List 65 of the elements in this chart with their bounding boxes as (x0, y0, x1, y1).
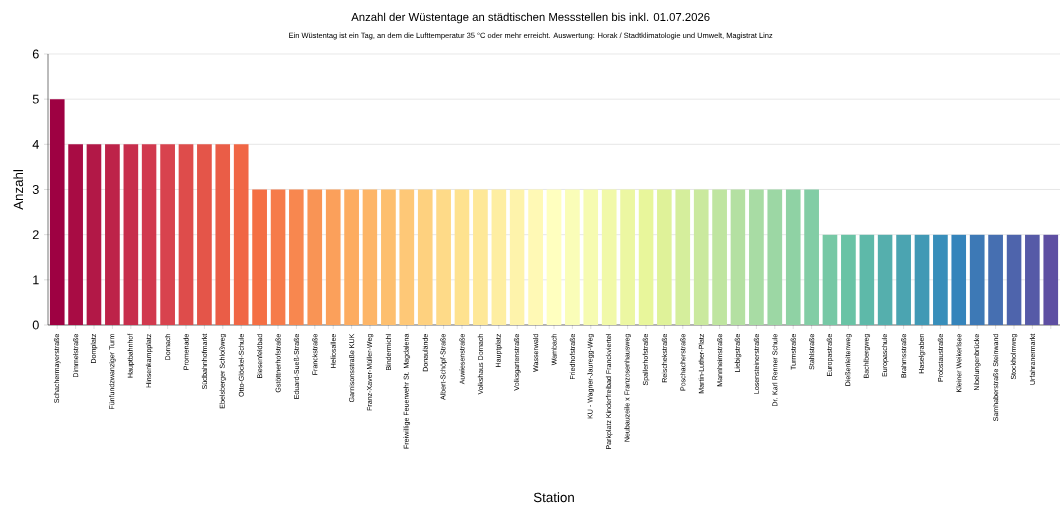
bar (141, 144, 157, 325)
y-tick-label: 5 (32, 94, 39, 104)
bar (344, 189, 359, 325)
bar (233, 144, 249, 325)
bar (509, 189, 525, 325)
bar (325, 189, 341, 325)
bar (160, 144, 175, 325)
bar (583, 189, 599, 325)
bar (381, 189, 396, 325)
bar (969, 234, 985, 325)
bar (491, 189, 507, 325)
bar (528, 189, 543, 325)
y-axis-title: Anzahl (13, 170, 24, 210)
bar (933, 234, 948, 325)
bar (785, 189, 801, 325)
bar (68, 144, 83, 325)
y-tick-label: 2 (32, 230, 39, 240)
bar (49, 99, 65, 325)
bar (988, 234, 1003, 325)
y-tick-label: 6 (32, 49, 39, 59)
bar (1006, 234, 1022, 325)
bar (730, 189, 746, 325)
bar (914, 234, 930, 325)
bar (804, 189, 819, 325)
bar (822, 234, 838, 325)
bar (178, 144, 194, 325)
x-axis-title: Station (533, 492, 574, 503)
bar (712, 189, 727, 325)
bar (841, 234, 856, 325)
bar (638, 189, 654, 325)
bar (252, 189, 267, 325)
bar (362, 189, 378, 325)
bar (197, 144, 212, 325)
bar (877, 234, 893, 325)
bar (454, 189, 470, 325)
bar (749, 189, 764, 325)
bar (693, 189, 709, 325)
bar (620, 189, 635, 325)
bar (601, 189, 617, 325)
bar (1025, 234, 1040, 325)
bar (215, 144, 231, 325)
y-tick-label: 3 (32, 185, 39, 194)
bar (270, 189, 286, 325)
bar (473, 189, 488, 325)
bar (1043, 234, 1059, 325)
bar (123, 144, 139, 325)
bar (399, 189, 415, 325)
y-tick-label: 4 (32, 139, 39, 149)
bar (86, 144, 102, 325)
bar (657, 189, 672, 325)
bar (767, 189, 783, 325)
bar (289, 189, 304, 325)
y-tick-label: 0 (32, 320, 39, 330)
chart-title: Anzahl der Wüstentage an städtischen Messstellen bis inkl. 01.07.2026 (351, 12, 710, 24)
bar (565, 189, 580, 325)
bar (307, 189, 323, 325)
bar (859, 234, 875, 325)
bar (436, 189, 451, 325)
bar (675, 189, 691, 325)
bar (417, 189, 433, 325)
bar (951, 234, 967, 325)
bar (105, 144, 120, 325)
y-tick-label: 1 (33, 275, 39, 285)
bar (546, 189, 562, 325)
bar (896, 234, 911, 325)
